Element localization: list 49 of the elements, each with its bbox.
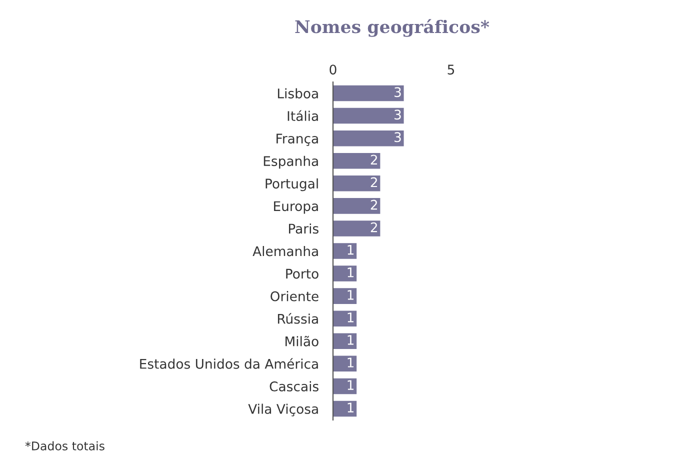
y-tick-label: Porto bbox=[286, 268, 318, 279]
x-tick-label: 0 bbox=[330, 64, 336, 75]
y-tick-label: Cascais bbox=[270, 381, 318, 392]
bar bbox=[333, 176, 380, 192]
text: *Dados totais bbox=[25, 441, 104, 450]
x-tick-label: 5 bbox=[448, 64, 454, 75]
data-label: 1 bbox=[348, 245, 354, 255]
y-tick-label: Espanha bbox=[264, 156, 318, 169]
data-label: 3 bbox=[394, 132, 401, 142]
bar bbox=[333, 220, 380, 236]
bar bbox=[333, 130, 404, 146]
bar bbox=[333, 198, 380, 214]
data-label: 2 bbox=[370, 177, 377, 188]
chart-title: Nomes geográficos* bbox=[295, 19, 490, 37]
data-label: 1 bbox=[348, 290, 354, 300]
data-label: 1 bbox=[348, 335, 354, 345]
data-label: 3 bbox=[394, 110, 401, 120]
y-tick-label: Itália bbox=[288, 110, 318, 121]
data-label: 1 bbox=[348, 380, 354, 390]
data-label: 1 bbox=[348, 268, 354, 278]
y-tick-label: Vila Viçosa bbox=[248, 404, 318, 416]
y-tick-label: Milão bbox=[286, 336, 318, 346]
bar bbox=[333, 310, 357, 326]
y-tick-label: Europa bbox=[274, 201, 318, 214]
bar bbox=[333, 152, 380, 169]
data-label: 1 bbox=[348, 358, 354, 368]
data-label: 2 bbox=[370, 154, 377, 165]
bar bbox=[333, 108, 404, 124]
data-label: 2 bbox=[370, 222, 377, 232]
y-tick-label: Estados Unidos da América bbox=[140, 358, 318, 369]
bar bbox=[333, 378, 357, 394]
bar bbox=[333, 85, 404, 102]
y-tick-label: Rússia bbox=[278, 313, 318, 324]
data-label: 1 bbox=[348, 312, 354, 322]
y-tick-label: Paris bbox=[288, 223, 318, 234]
y-tick-label: França bbox=[276, 134, 318, 146]
bar bbox=[333, 333, 357, 350]
data-label: 1 bbox=[348, 402, 354, 412]
bar bbox=[333, 356, 357, 372]
y-tick-label: Oriente bbox=[270, 291, 318, 302]
bar bbox=[333, 400, 357, 417]
y-tick-label: Alemanha bbox=[252, 246, 318, 256]
data-label: 2 bbox=[370, 200, 377, 210]
data-label: 3 bbox=[394, 87, 401, 98]
bar bbox=[333, 266, 357, 282]
bar bbox=[333, 288, 357, 304]
bar bbox=[333, 243, 357, 259]
y-tick-label: Portugal bbox=[266, 178, 318, 192]
y-tick-label: Lisboa bbox=[278, 88, 318, 98]
